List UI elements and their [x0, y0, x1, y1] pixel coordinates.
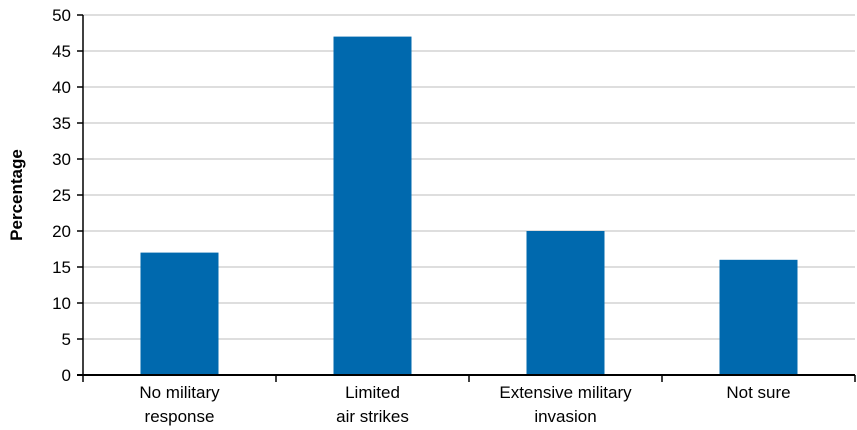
x-tick-label-line: Limited: [345, 383, 400, 402]
x-tick-label-line: air strikes: [336, 407, 409, 426]
y-tick-label: 0: [62, 366, 71, 385]
y-tick-label: 35: [52, 114, 71, 133]
y-tick-label: 5: [62, 330, 71, 349]
y-tick-label: 10: [52, 294, 71, 313]
y-tick-label: 15: [52, 258, 71, 277]
bar: [526, 231, 605, 375]
x-tick-labels: No military response Limited air strikes Ext…: [139, 383, 790, 426]
y-tick-label: 40: [52, 78, 71, 97]
y-tick-label: 25: [52, 186, 71, 205]
x-tick-label: No military response: [139, 383, 220, 426]
x-tick-label-line: No military: [139, 383, 220, 402]
y-tick-label: 30: [52, 150, 71, 169]
x-tick-label-line: response: [145, 407, 215, 426]
x-tick-label: Extensive military invasion: [499, 383, 632, 426]
x-tick-label: Limited air strikes: [336, 383, 409, 426]
bars: [140, 36, 798, 375]
x-tick-label: Not sure: [726, 383, 790, 402]
x-tick-label-line: invasion: [534, 407, 596, 426]
bar: [719, 259, 798, 375]
x-tick-label-line: Extensive military: [499, 383, 632, 402]
y-tick-labels: 0 5 10 15 20 25 30 35 40 45 50: [52, 6, 71, 385]
y-tick-label: 20: [52, 222, 71, 241]
axes: [77, 14, 856, 382]
x-tick-label-line: Not sure: [726, 383, 790, 402]
y-axis-label: Percentage: [7, 149, 26, 241]
bar: [333, 36, 412, 375]
y-tick-label: 45: [52, 42, 71, 61]
y-tick-label: 50: [52, 6, 71, 25]
bar: [140, 252, 219, 375]
